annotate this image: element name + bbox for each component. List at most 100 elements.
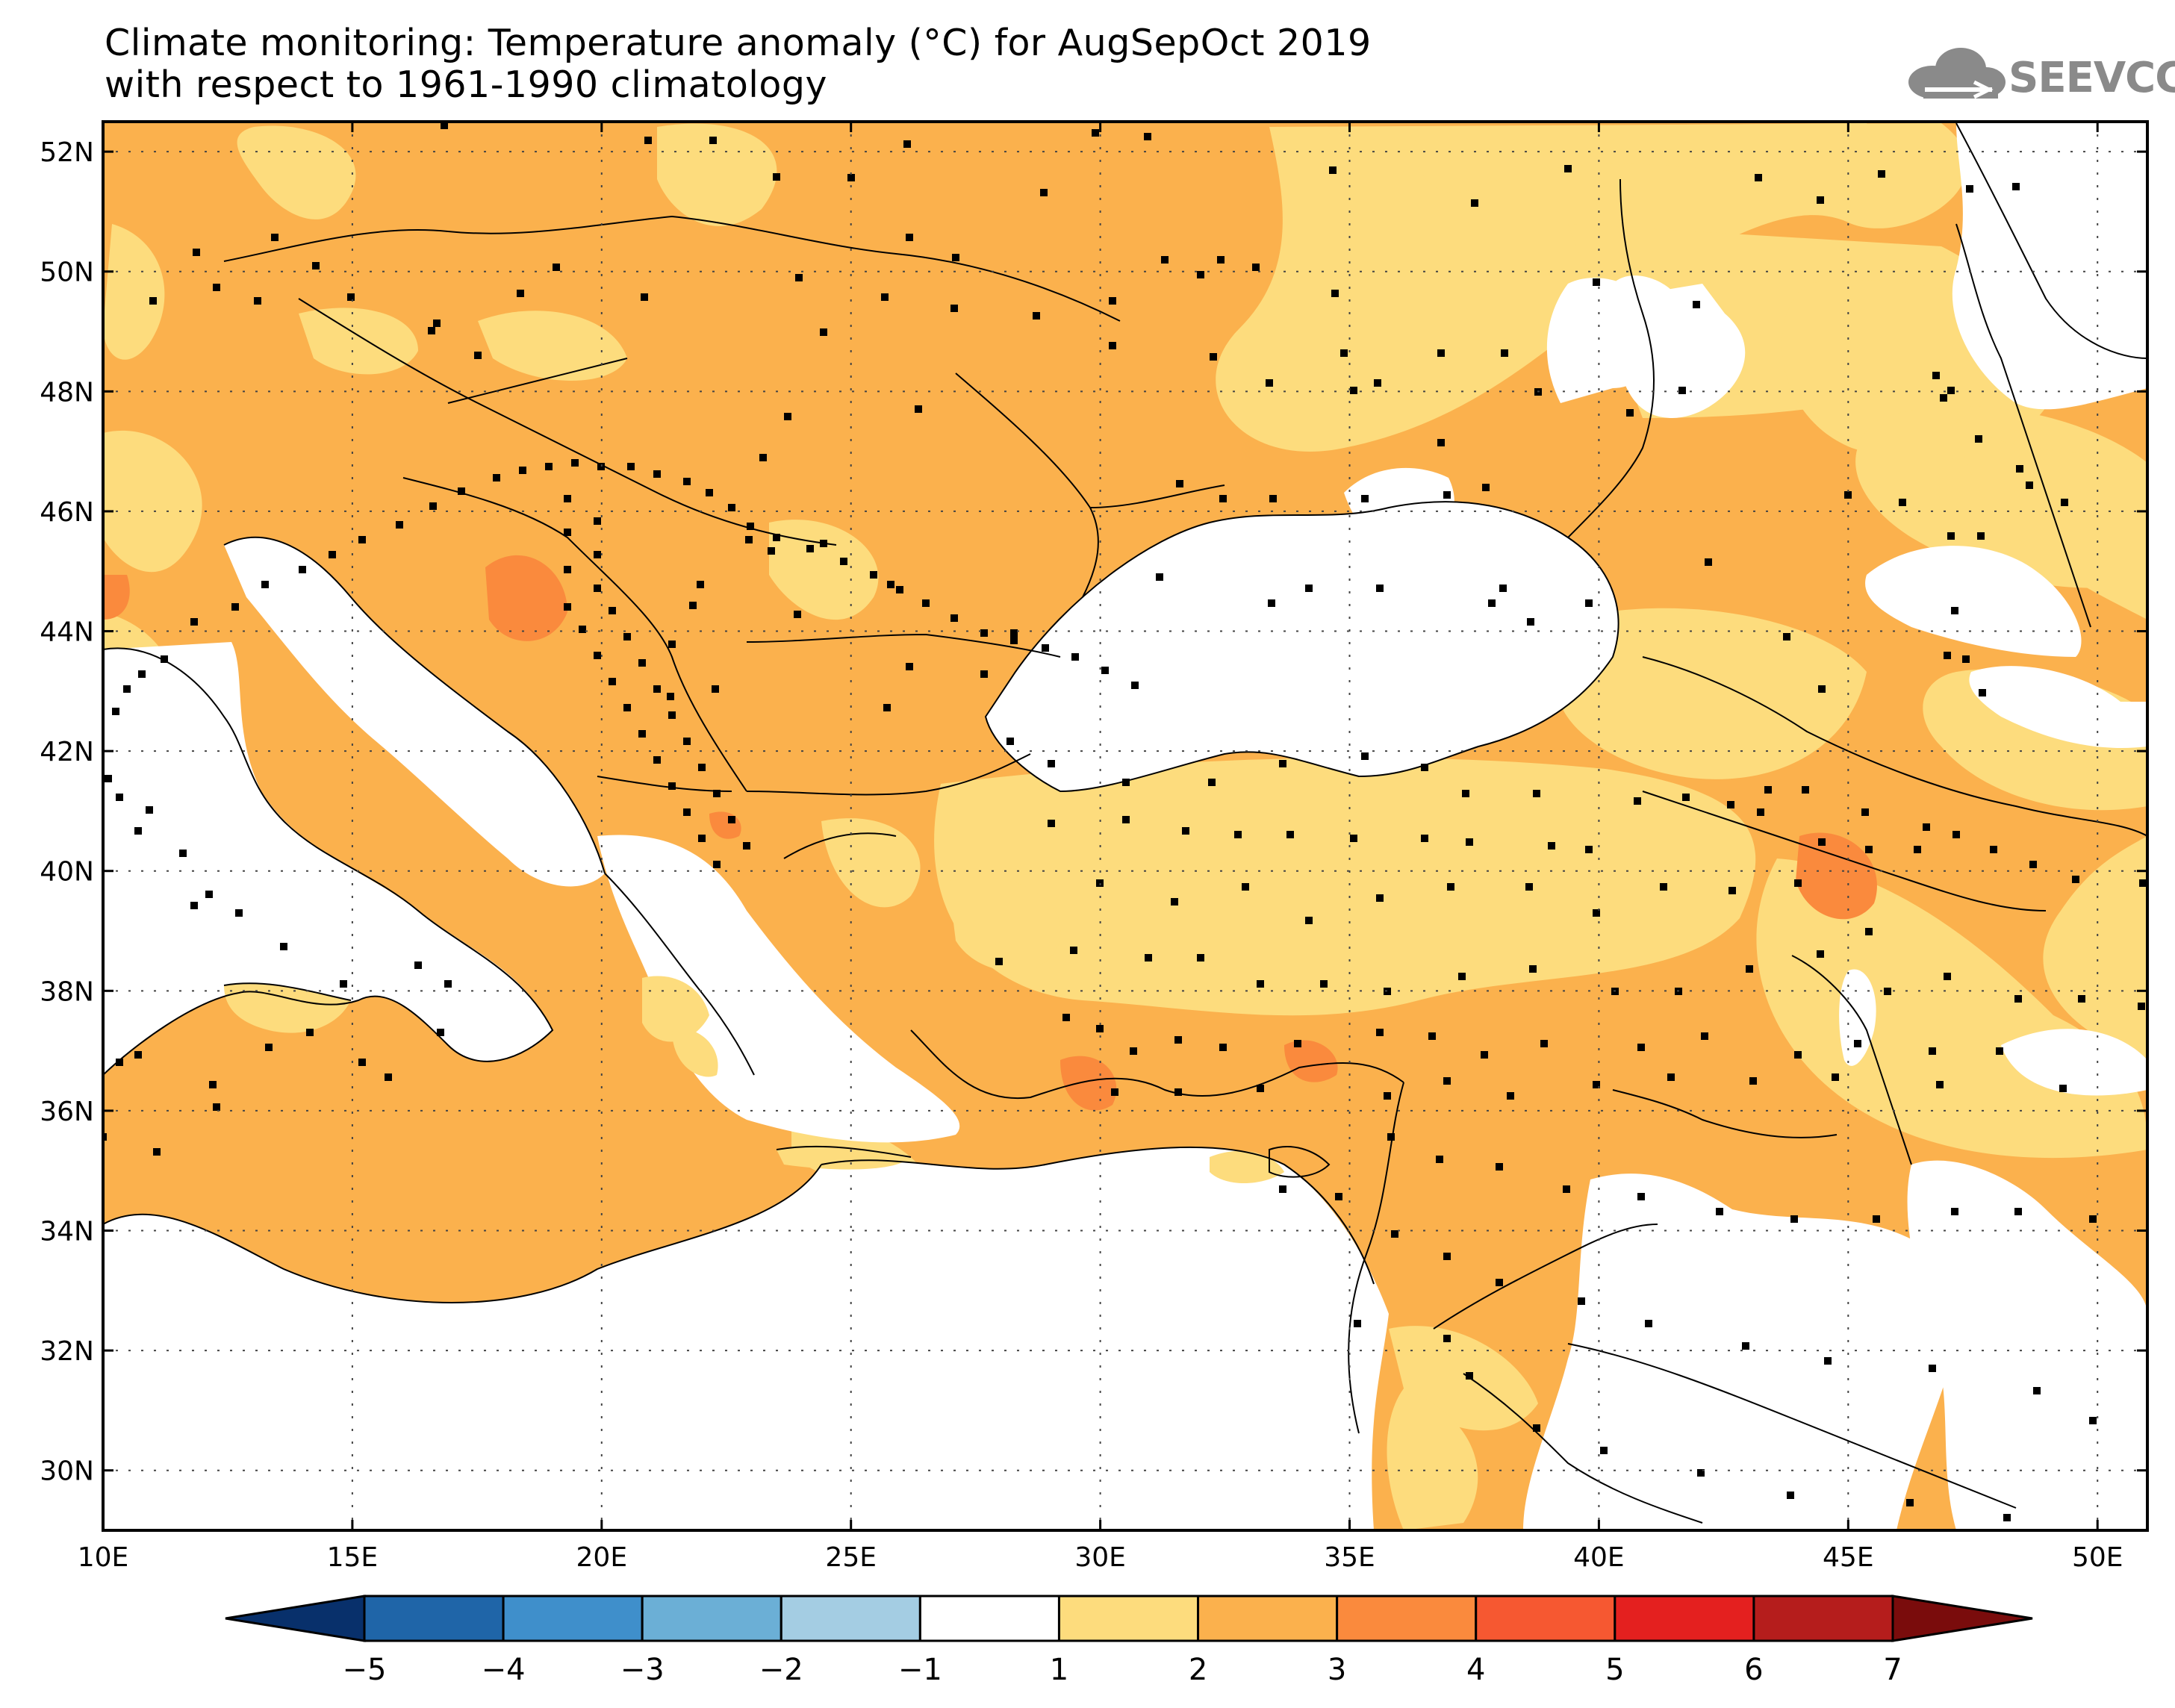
station-marker <box>149 297 157 305</box>
logo-text: SEEVCCC <box>2008 54 2175 102</box>
station-marker <box>213 284 220 291</box>
station-marker <box>759 454 767 461</box>
station-marker <box>1266 379 1273 387</box>
station-marker <box>1977 532 1985 540</box>
station-marker <box>1174 1036 1182 1044</box>
station-marker <box>950 305 958 312</box>
station-marker <box>1374 379 1381 387</box>
station-marker <box>1884 988 1891 995</box>
station-marker <box>896 586 903 593</box>
station-marker <box>2016 465 2023 473</box>
station-marker <box>1305 917 1313 924</box>
station-marker <box>668 711 676 719</box>
axis-ticks <box>102 122 2147 1530</box>
station-marker <box>153 1148 161 1156</box>
station-marker <box>906 663 913 670</box>
station-marker <box>358 536 366 543</box>
station-marker <box>689 602 697 609</box>
station-marker <box>1564 165 1572 172</box>
colorbar-box <box>1752 1595 1894 1642</box>
station-marker <box>1437 439 1445 446</box>
station-marker <box>1462 790 1469 797</box>
station-marker <box>668 640 676 648</box>
colorbar-low-extension <box>225 1595 366 1642</box>
station-marker <box>1817 950 1824 958</box>
colorbar-label: −3 <box>620 1653 665 1687</box>
station-marker <box>193 249 200 256</box>
station-marker <box>1437 349 1445 357</box>
lat-tick-label: 32N <box>40 1336 94 1367</box>
station-marker <box>728 816 735 823</box>
lon-tick-label: 40E <box>1573 1542 1625 1573</box>
station-marker <box>385 1073 392 1081</box>
colorbar-high-extension <box>1891 1595 2033 1642</box>
station-marker <box>2059 1085 2067 1092</box>
station-marker <box>950 614 958 622</box>
station-marker <box>1361 495 1369 502</box>
station-marker <box>2014 1208 2022 1215</box>
station-marker <box>493 474 500 481</box>
colorbar-box <box>1614 1595 1755 1642</box>
station-marker <box>1109 297 1116 305</box>
station-marker <box>1990 846 1997 853</box>
station-marker <box>1951 607 1958 614</box>
station-marker <box>594 585 601 592</box>
station-marker <box>1818 685 1826 693</box>
station-marker <box>1443 1077 1451 1085</box>
station-marker <box>745 536 753 543</box>
station-marker <box>1817 196 1824 204</box>
station-marker <box>794 611 801 618</box>
station-marker <box>1268 599 1275 607</box>
station-marker <box>1071 653 1079 661</box>
station-marker <box>1929 1365 1936 1372</box>
station-marker <box>1501 349 1508 357</box>
station-marker <box>1548 842 1555 850</box>
station-marker <box>1914 846 1921 853</box>
seevccc-logo-icon <box>1908 48 2006 99</box>
lon-tick-label: 45E <box>1823 1542 1874 1573</box>
station-marker <box>784 413 791 420</box>
station-marker <box>1376 1029 1384 1036</box>
station-marker <box>1354 1320 1361 1327</box>
station-marker <box>1873 1215 1880 1223</box>
station-marker <box>265 1044 273 1051</box>
station-marker <box>116 1059 123 1066</box>
station-marker <box>706 489 713 496</box>
station-marker <box>623 633 631 640</box>
station-marker <box>329 551 336 558</box>
station-marker <box>1048 820 1055 827</box>
station-marker <box>1899 499 1906 506</box>
station-marker <box>1257 980 1264 988</box>
station-marker <box>579 626 586 633</box>
station-marker <box>1705 558 1712 566</box>
colorbar-label: 5 <box>1605 1653 1624 1687</box>
station-marker <box>1006 738 1014 745</box>
colorbar-box <box>780 1595 921 1642</box>
station-marker <box>795 274 803 281</box>
station-marker <box>1131 682 1139 689</box>
station-marker <box>1660 883 1667 891</box>
station-marker <box>161 655 168 663</box>
station-marker <box>280 943 287 950</box>
colorbar-box <box>1197 1595 1339 1642</box>
colorbar-label: 1 <box>1050 1653 1068 1687</box>
station-marker <box>1697 1469 1705 1477</box>
colorbar-box <box>918 1595 1060 1642</box>
station-marker <box>1421 835 1428 842</box>
station-marker <box>1667 1073 1675 1081</box>
station-marker <box>743 842 750 850</box>
station-marker <box>1428 1032 1436 1040</box>
station-marker <box>254 297 261 305</box>
station-marker <box>903 140 911 148</box>
station-marker <box>553 264 560 271</box>
station-marker <box>1182 827 1189 835</box>
lon-tick-label: 35E <box>1324 1542 1375 1573</box>
colorbar-label: −4 <box>482 1653 526 1687</box>
station-marker <box>2029 861 2037 868</box>
station-marker <box>1861 808 1869 816</box>
station-marker <box>1471 199 1478 207</box>
station-marker <box>2012 183 2020 190</box>
station-marker <box>1294 1040 1301 1047</box>
station-marker <box>1865 846 1873 853</box>
station-marker <box>1634 797 1641 805</box>
